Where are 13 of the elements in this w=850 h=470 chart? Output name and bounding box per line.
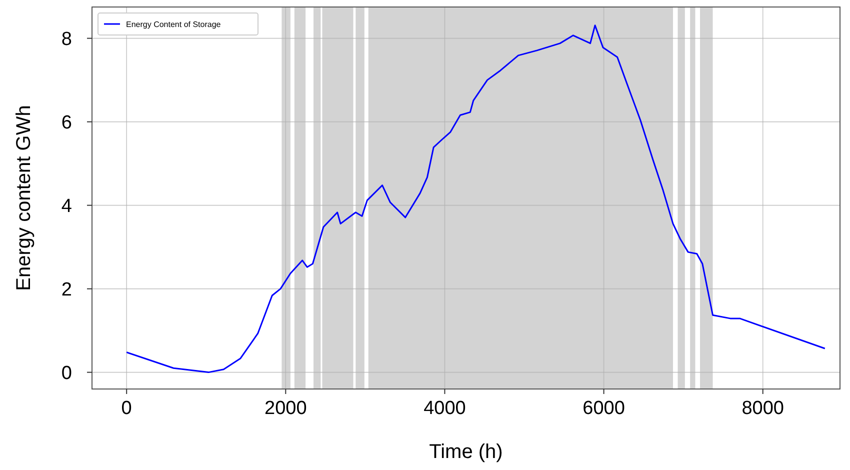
x-axis-title: Time (h) <box>429 441 503 463</box>
y-tick-label: 4 <box>61 196 72 217</box>
x-tick-label: 0 <box>121 398 132 419</box>
y-tick-label: 2 <box>61 279 72 300</box>
legend-label: Energy Content of Storage <box>126 20 222 29</box>
y-axis-title: Energy content GWh <box>13 105 35 291</box>
x-tick-label: 2000 <box>264 398 307 419</box>
y-tick-label: 6 <box>61 112 72 134</box>
x-tick-label: 6000 <box>582 398 625 419</box>
x-tick-label: 4000 <box>424 398 466 419</box>
y-tick-label: 8 <box>61 28 72 50</box>
x-tick-label: 8000 <box>742 398 784 419</box>
y-tick-label: 0 <box>61 362 72 384</box>
